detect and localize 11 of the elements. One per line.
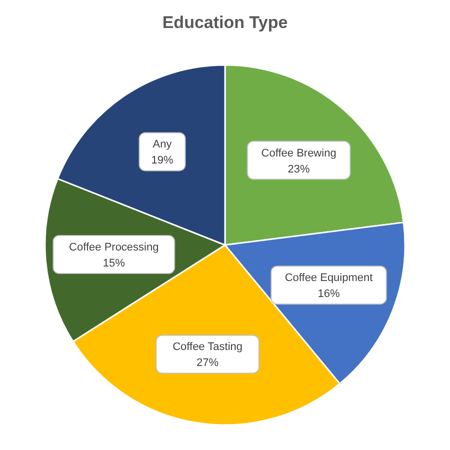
data-label: 27%	[196, 357, 219, 370]
slice-label: Any	[152, 138, 172, 151]
data-label: 23%	[288, 163, 310, 176]
data-label: 19%	[151, 154, 174, 167]
slice-label: Coffee Processing	[69, 242, 159, 254]
chart-title: Education Type	[162, 13, 288, 32]
data-label: 16%	[318, 288, 340, 300]
slice-label: Coffee Equipment	[284, 272, 373, 284]
data-label: 15%	[102, 258, 126, 270]
slice-label: Coffee Brewing	[261, 147, 336, 160]
slice-label: Coffee Tasting	[172, 341, 243, 354]
